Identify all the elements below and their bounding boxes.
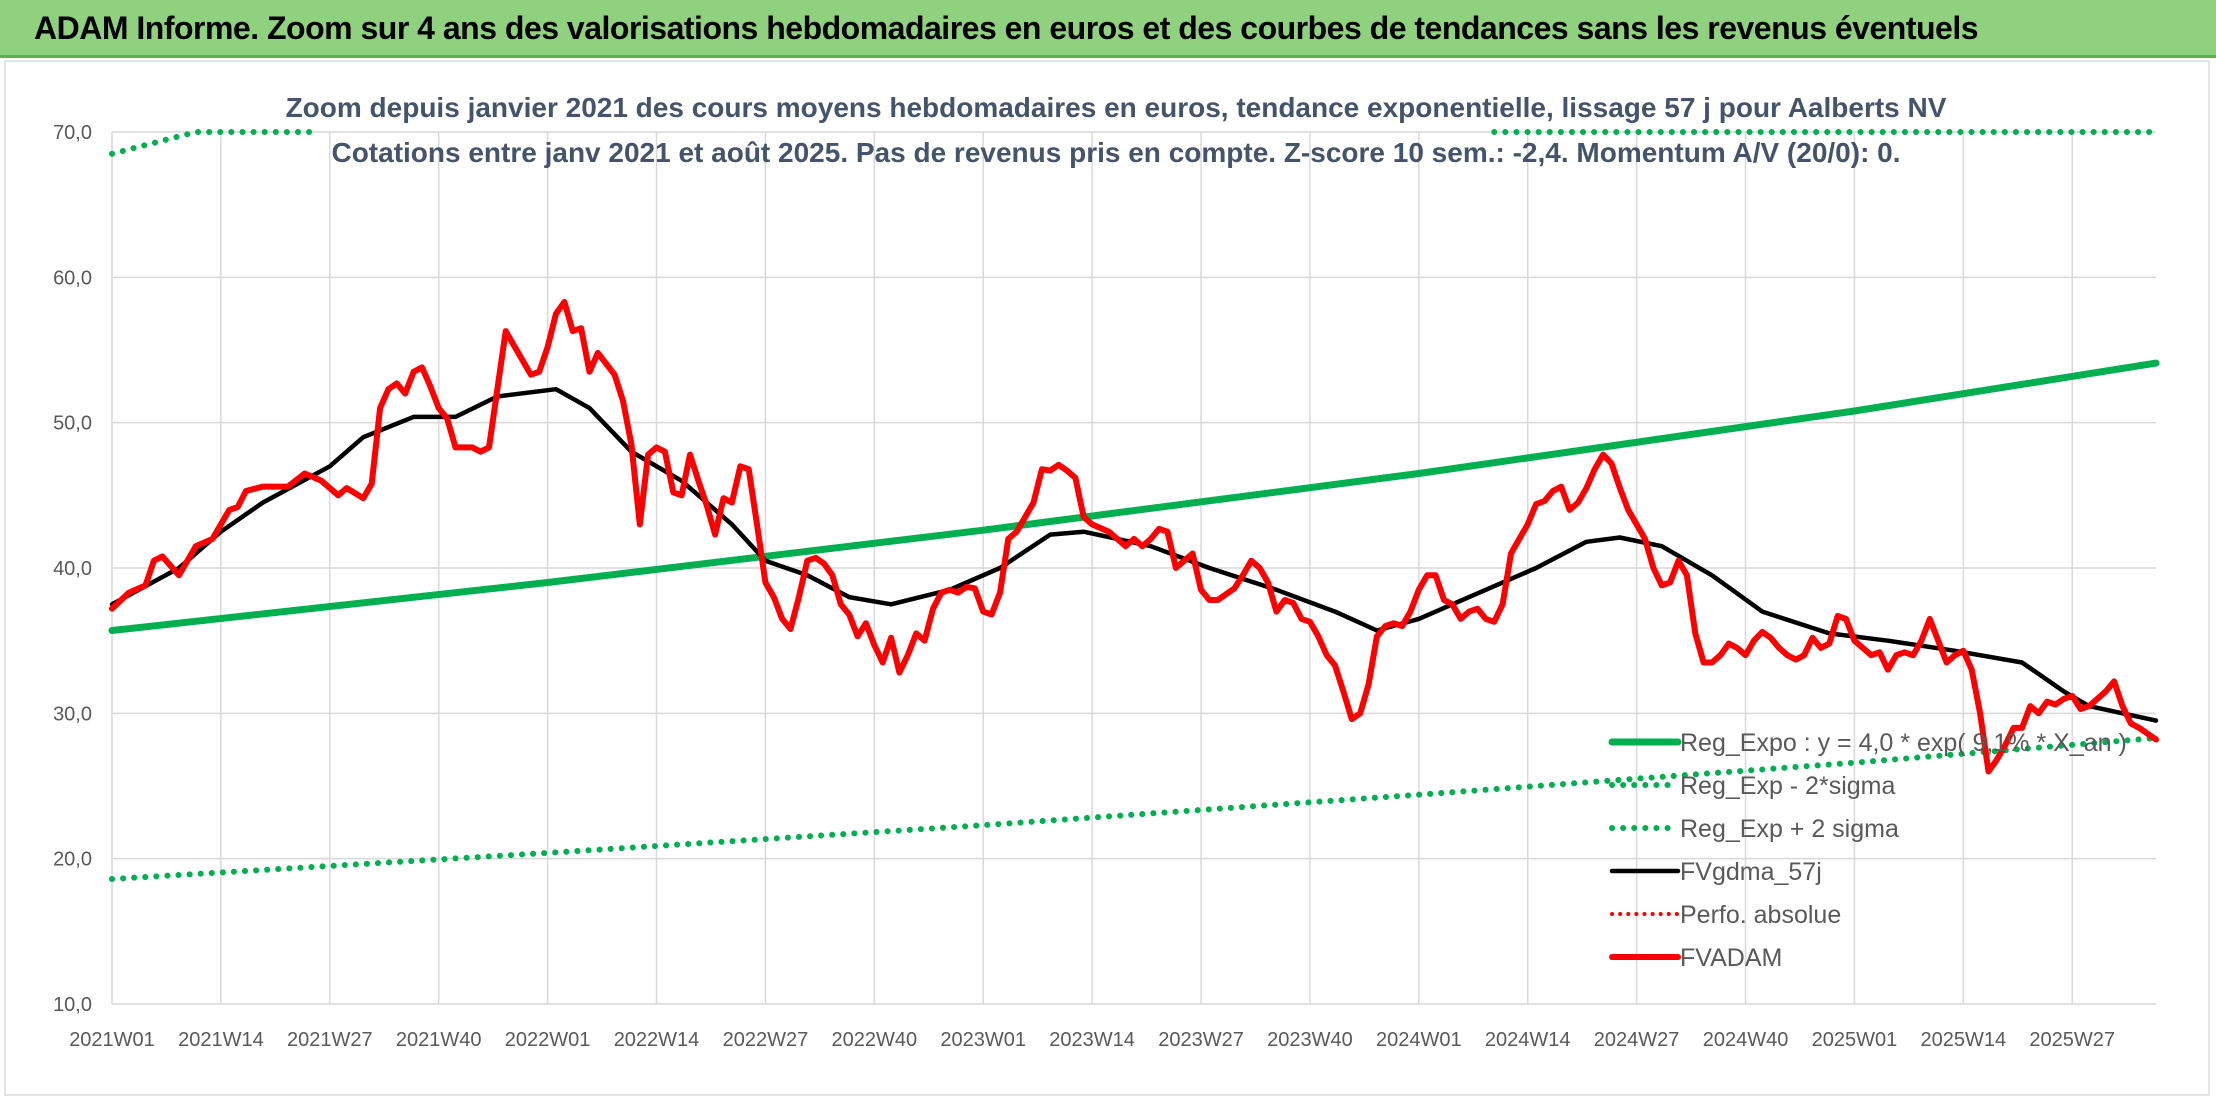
x-tick-label: 2022W14 [614,1029,700,1051]
x-tick-label: 2025W01 [1812,1029,1898,1051]
x-tick-label: 2021W27 [287,1029,373,1051]
legend-label: FVADAM [1680,944,1782,972]
report-title: ADAM Informe. Zoom sur 4 ans des valoris… [34,10,1979,46]
x-tick-label: 2022W40 [831,1029,917,1051]
gridlines [111,131,2156,1005]
x-tick-label: 2025W27 [2029,1029,2115,1051]
series-line-2 [109,129,2159,157]
legend-label: Perfo. absolue [1680,901,1841,929]
chart-subtitle-line-1: Zoom depuis janvier 2021 des cours moyen… [286,92,1947,123]
y-tick-label: 30,0 [53,703,92,725]
y-tick-label: 70,0 [53,122,92,144]
x-tick-label: 2023W27 [1158,1029,1244,1051]
chart-subtitle-line-2: Cotations entre janv 2021 et août 2025. … [331,137,1900,168]
x-tick-label: 2024W14 [1485,1029,1571,1051]
legend-label: Reg_Exp + 2 sigma [1680,815,1899,843]
x-tick-label: 2024W27 [1594,1029,1680,1051]
y-tick-label: 10,0 [53,994,92,1016]
y-tick-label: 60,0 [53,267,92,289]
legend: Reg_Expo : y = 4,0 * exp( 9,1% * X_an ) R… [1608,729,2127,972]
axis-labels: 10,0 20,0 30,0 40,0 50,0 60,0 70,0 2021W01 2021W… [53,122,2115,1051]
title-banner: ADAM Informe. Zoom sur 4 ans des valoris… [0,0,2216,58]
legend-label: Reg_Exp - 2*sigma [1680,772,1895,800]
x-tick-label: 2021W40 [396,1029,482,1051]
y-tick-label: 40,0 [53,558,92,580]
x-tick-label: 2024W40 [1703,1029,1789,1051]
x-tick-label: 2023W14 [1049,1029,1135,1051]
x-tick-label: 2022W01 [505,1029,591,1051]
chart-frame [4,60,2210,1096]
legend-label: Reg_Expo : y = 4,0 * exp( 9,1% * X_an ) [1680,729,2127,757]
series-line-1 [109,735,2159,882]
x-tick-label: 2023W40 [1267,1029,1353,1051]
series-line-0 [108,359,2160,634]
x-tick-label: 2022W27 [723,1029,809,1051]
series-line-5 [109,299,2159,775]
x-tick-label: 2021W14 [178,1029,264,1051]
x-tick-label: 2024W01 [1376,1029,1462,1051]
x-tick-label: 2021W01 [69,1029,155,1051]
x-tick-label: 2023W01 [940,1029,1026,1051]
y-tick-label: 50,0 [53,413,92,435]
x-tick-label: 2025W14 [1921,1029,2007,1051]
legend-label: FVgdma_57j [1680,858,1822,886]
series-layer [108,129,2160,882]
y-tick-label: 20,0 [53,849,92,871]
series-line-3 [109,386,2159,723]
